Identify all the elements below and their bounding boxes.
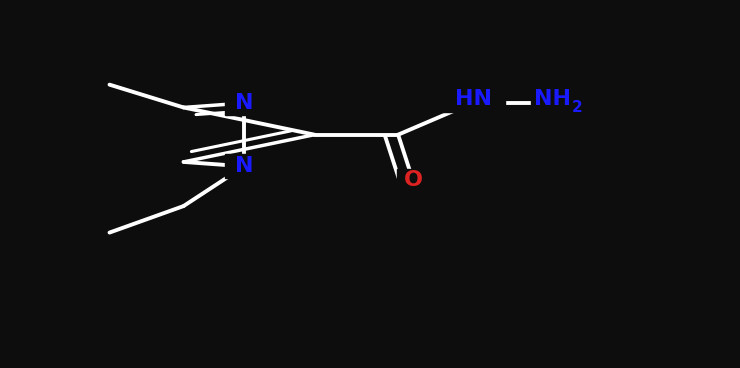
Text: N: N [235, 93, 253, 113]
Text: HN: HN [455, 89, 492, 109]
Bar [443, 88, 505, 112]
Bar [225, 91, 263, 115]
Bar [531, 88, 601, 112]
Text: 2: 2 [572, 100, 582, 115]
Bar [397, 169, 428, 191]
Text: NH: NH [534, 89, 571, 109]
Text: N: N [235, 156, 253, 176]
Bar [225, 155, 263, 178]
Text: O: O [403, 170, 423, 190]
